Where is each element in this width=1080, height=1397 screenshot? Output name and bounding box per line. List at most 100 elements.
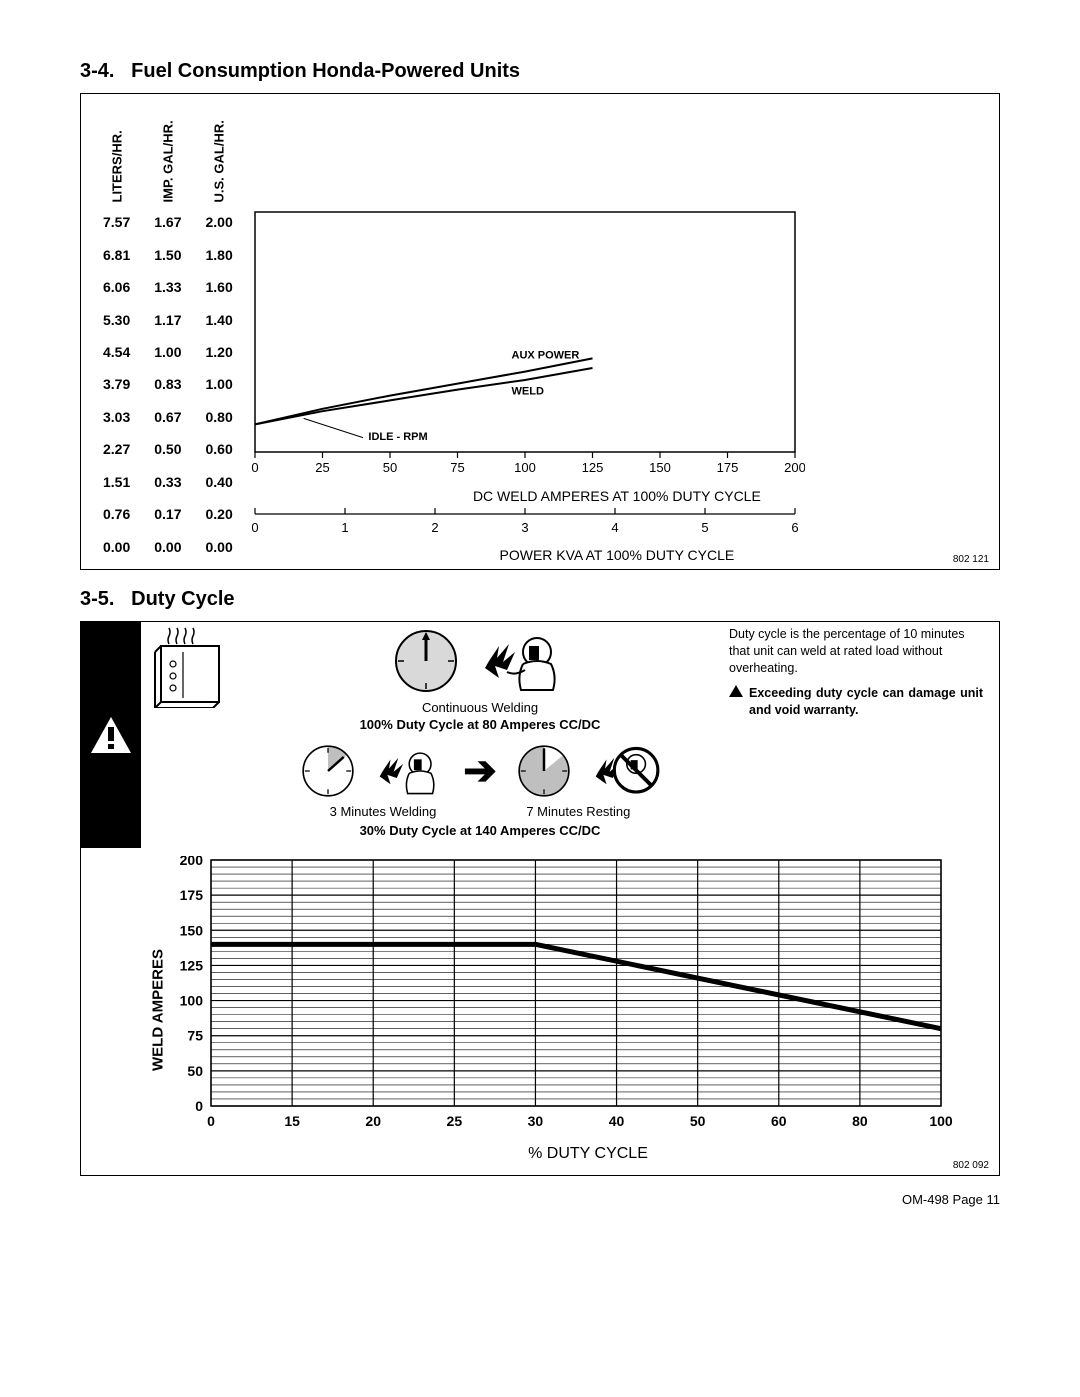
- svg-text:25: 25: [447, 1113, 463, 1129]
- svg-text:60: 60: [771, 1113, 787, 1129]
- svg-text:25: 25: [315, 460, 329, 475]
- svg-text:5: 5: [701, 520, 708, 535]
- duty-y-axis-label: WELD AMPERES: [149, 949, 166, 1071]
- table-cell: 1.50: [142, 238, 193, 270]
- table-row: 7.571.672.00: [91, 206, 245, 238]
- table-cell: 0.00: [194, 531, 245, 563]
- clock-3min-icon: [299, 742, 357, 800]
- welder-spark-icon: [479, 626, 569, 696]
- page-footer: OM-498 Page 11: [80, 1192, 1000, 1207]
- section-heading: Fuel Consumption Honda-Powered Units: [131, 60, 520, 82]
- table-cell: 5.30: [91, 303, 142, 335]
- duty-cycle-chart: WELD AMPERES 200175150125100755000152025…: [141, 856, 989, 1163]
- table-cell: 6.06: [91, 271, 142, 303]
- cycle-100-label: 100% Duty Cycle at 80 Amperes CC/DC: [241, 717, 719, 732]
- figure-ref-35: 802 092: [953, 1160, 989, 1171]
- table-cell: 1.17: [142, 303, 193, 335]
- svg-text:0: 0: [207, 1113, 215, 1129]
- svg-text:0: 0: [251, 460, 258, 475]
- arrow-right-icon: ➔: [463, 751, 497, 791]
- section-number: 3-4.: [80, 60, 114, 82]
- svg-text:175: 175: [180, 887, 204, 903]
- svg-text:75: 75: [187, 1028, 203, 1044]
- warning-small-icon: [729, 685, 743, 719]
- table-row: 5.301.171.40: [91, 303, 245, 335]
- duty-warn-text: Exceeding duty cycle can damage unit and…: [749, 685, 983, 719]
- duty-description: Duty cycle is the percentage of 10 minut…: [729, 622, 989, 848]
- warning-icon-box: [81, 622, 141, 848]
- table-cell: 1.20: [194, 336, 245, 368]
- table-cell: 0.67: [142, 401, 193, 433]
- table-cell: 0.40: [194, 466, 245, 498]
- duty-cycle-figure: Continuous Welding 100% Duty Cycle at 80…: [80, 621, 1000, 1176]
- svg-text:75: 75: [450, 460, 464, 475]
- svg-text:100: 100: [929, 1113, 953, 1129]
- table-row: 0.000.000.00: [91, 531, 245, 563]
- table-row: 2.270.500.60: [91, 433, 245, 465]
- svg-text:0: 0: [251, 520, 258, 535]
- table-row: 6.061.331.60: [91, 271, 245, 303]
- table-cell: 0.20: [194, 498, 245, 530]
- svg-text:150: 150: [180, 922, 204, 938]
- duty-desc-text: Duty cycle is the percentage of 10 minut…: [729, 626, 983, 677]
- svg-text:3: 3: [521, 520, 528, 535]
- table-cell: 0.17: [142, 498, 193, 530]
- table-cell: 4.54: [91, 336, 142, 368]
- table-cell: 6.81: [91, 238, 142, 270]
- resting-7min-label: 7 Minutes Resting: [526, 804, 630, 819]
- table-cell: 0.50: [142, 433, 193, 465]
- svg-text:6: 6: [791, 520, 798, 535]
- welder-prohibited-icon: [591, 742, 661, 800]
- svg-text:IDLE - RPM: IDLE - RPM: [368, 431, 427, 443]
- table-cell: 0.80: [194, 401, 245, 433]
- table-cell: 1.80: [194, 238, 245, 270]
- svg-text:15: 15: [284, 1113, 300, 1129]
- table-row: 3.030.670.80: [91, 401, 245, 433]
- section-number: 3-5.: [80, 588, 114, 610]
- table-cell: 0.00: [142, 531, 193, 563]
- warning-triangle-icon: [89, 713, 133, 757]
- kva-axis-label: POWER KVA AT 100% DUTY CYCLE: [245, 547, 989, 563]
- clock-full-icon: [391, 626, 461, 696]
- table-cell: 0.00: [91, 531, 142, 563]
- col-header-imp: IMP. GAL/HR.: [142, 106, 193, 206]
- svg-text:4: 4: [611, 520, 618, 535]
- table-cell: 1.40: [194, 303, 245, 335]
- col-header-us: U.S. GAL/HR.: [194, 106, 245, 206]
- table-cell: 1.00: [142, 336, 193, 368]
- fuel-y-axis-table: LITERS/HR. IMP. GAL/HR. U.S. GAL/HR. 7.5…: [91, 106, 245, 563]
- figure-ref-34: 802 121: [953, 554, 989, 565]
- svg-text:1: 1: [341, 520, 348, 535]
- table-row: 3.790.831.00: [91, 368, 245, 400]
- table-row: 1.510.330.40: [91, 466, 245, 498]
- svg-text:200: 200: [784, 460, 805, 475]
- table-cell: 0.76: [91, 498, 142, 530]
- table-cell: 1.67: [142, 206, 193, 238]
- svg-text:50: 50: [690, 1113, 706, 1129]
- table-cell: 3.79: [91, 368, 142, 400]
- table-cell: 1.51: [91, 466, 142, 498]
- amps-axis-label: DC WELD AMPERES AT 100% DUTY CYCLE: [245, 488, 989, 504]
- cycle-30-label: 30% Duty Cycle at 140 Amperes CC/DC: [241, 823, 719, 838]
- svg-text:0: 0: [195, 1098, 203, 1114]
- svg-text:20: 20: [365, 1113, 381, 1129]
- table-cell: 1.33: [142, 271, 193, 303]
- table-cell: 2.27: [91, 433, 142, 465]
- col-header-liters: LITERS/HR.: [91, 106, 142, 206]
- continuous-welding-label: Continuous Welding: [241, 700, 719, 715]
- table-cell: 0.83: [142, 368, 193, 400]
- svg-text:100: 100: [514, 460, 536, 475]
- machine-heat-icon: [151, 622, 231, 848]
- table-cell: 0.33: [142, 466, 193, 498]
- svg-text:100: 100: [180, 993, 204, 1009]
- table-row: 4.541.001.20: [91, 336, 245, 368]
- table-cell: 7.57: [91, 206, 142, 238]
- svg-text:40: 40: [609, 1113, 625, 1129]
- svg-text:50: 50: [383, 460, 397, 475]
- welding-3min-label: 3 Minutes Welding: [330, 804, 437, 819]
- svg-text:WELD: WELD: [511, 385, 543, 397]
- section-3-4-title: 3-4. Fuel Consumption Honda-Powered Unit…: [80, 60, 1000, 83]
- svg-text:80: 80: [852, 1113, 868, 1129]
- section-3-5-title: 3-5. Duty Cycle: [80, 588, 1000, 611]
- table-cell: 2.00: [194, 206, 245, 238]
